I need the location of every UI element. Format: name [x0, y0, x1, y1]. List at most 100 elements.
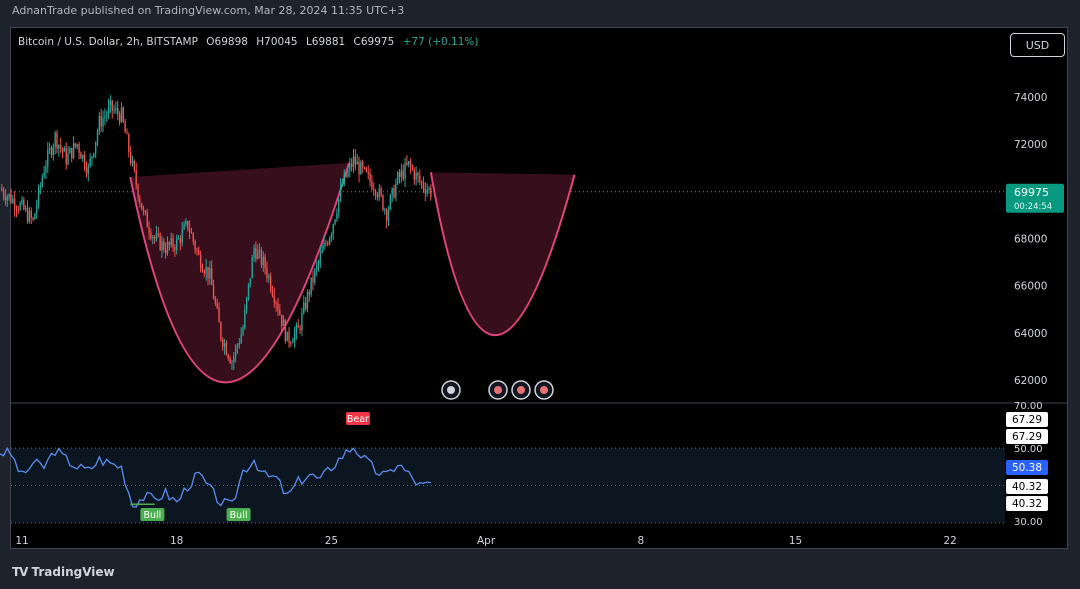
- candle-body: [17, 209, 20, 211]
- candle-body: [58, 144, 60, 149]
- time-tick-label: 11: [15, 535, 28, 547]
- candle-body: [332, 224, 334, 235]
- candle-body: [245, 297, 248, 311]
- candle-body: [37, 187, 40, 206]
- candle-body: [28, 210, 31, 222]
- handle-curve: [429, 172, 576, 336]
- candle-body: [273, 295, 276, 303]
- candle-body: [277, 303, 279, 311]
- candle-body: [393, 188, 395, 198]
- rsi-signal-label: Bear: [347, 414, 369, 425]
- rsi-signal-label: Bull: [230, 510, 248, 521]
- candle-body: [258, 249, 261, 251]
- candle-body: [328, 237, 331, 245]
- candle-body: [199, 254, 202, 269]
- candle-body: [56, 133, 58, 149]
- candle-body: [190, 232, 193, 234]
- candle-body: [304, 302, 307, 310]
- candle-body: [163, 240, 165, 250]
- candle-body: [124, 121, 126, 133]
- candle-body: [352, 156, 355, 167]
- candle-body: [398, 172, 401, 177]
- candle-body: [203, 271, 206, 274]
- price-tick-label: 64000: [1014, 328, 1047, 340]
- candle-body: [54, 133, 56, 147]
- candle-body: [373, 189, 375, 191]
- currency-button[interactable]: USD: [1010, 33, 1065, 57]
- candle-body: [282, 320, 285, 326]
- candle-body: [69, 147, 71, 154]
- event-flag-icon-core: [494, 386, 502, 394]
- cup-and-handle-pattern: [129, 162, 576, 384]
- candle-body: [207, 267, 209, 279]
- candle-body: [308, 292, 310, 295]
- tradingview-footer[interactable]: TV TradingView: [12, 565, 115, 579]
- candle-body: [385, 209, 388, 221]
- candle-body: [172, 237, 174, 248]
- candle-body: [249, 278, 252, 284]
- candle-body: [2, 190, 5, 197]
- candle-body: [205, 267, 207, 274]
- candle-body: [264, 256, 266, 269]
- candle-body: [306, 292, 309, 310]
- axis-layer: 62000 64000 66000 68000 72000 74000 11 18 25 Apr 8…: [15, 92, 1064, 547]
- candle-body: [104, 116, 106, 119]
- candle-body: [83, 154, 86, 168]
- candle-body: [347, 170, 349, 177]
- candle-body: [128, 134, 130, 153]
- candle-body: [142, 209, 145, 211]
- candle-body: [292, 341, 294, 344]
- candle-body: [360, 161, 362, 175]
- candle-body: [391, 188, 393, 196]
- legend-high: H70045: [256, 36, 298, 48]
- rsi-value-tag-text: 67.29: [1012, 414, 1042, 426]
- candle-body: [341, 184, 344, 186]
- candle-body: [153, 237, 156, 239]
- candle-body: [402, 170, 404, 179]
- candle-body: [176, 239, 178, 251]
- candle-body: [424, 188, 427, 194]
- candle-body: [317, 261, 320, 265]
- candle-body: [315, 264, 318, 270]
- candle-body: [210, 267, 213, 285]
- candle-body: [129, 152, 132, 164]
- candle-body: [397, 172, 399, 184]
- rsi-value-tag: [1006, 429, 1048, 444]
- candle-body: [6, 196, 8, 201]
- candle-body: [148, 227, 150, 233]
- candle-body: [413, 169, 415, 180]
- candle-body: [338, 198, 340, 214]
- candle-body: [389, 195, 392, 210]
- candle-body: [185, 220, 187, 225]
- candle-body: [74, 143, 77, 147]
- candle-body: [1, 188, 3, 191]
- candle-body: [212, 284, 215, 299]
- candle-body: [214, 298, 217, 304]
- candle-body: [384, 209, 386, 211]
- candle-body: [229, 358, 231, 364]
- candle-body: [345, 173, 347, 177]
- price-tick-label: 72000: [1014, 139, 1047, 151]
- candle-body: [336, 213, 338, 220]
- candle-body: [71, 147, 73, 158]
- candle-body: [339, 185, 342, 199]
- candle-body: [15, 208, 18, 210]
- current-price-tag: [1006, 183, 1064, 213]
- candle-body: [76, 144, 78, 147]
- candle-body: [133, 160, 136, 171]
- candle-body: [234, 347, 237, 357]
- legend-symbol: Bitcoin / U.S. Dollar, 2h, BITSTAMP: [18, 36, 198, 48]
- time-tick-label: 8: [637, 535, 644, 547]
- candle-body: [150, 232, 152, 239]
- event-icons: [441, 380, 554, 400]
- rsi-value-tag: [1006, 496, 1048, 511]
- candle-body: [376, 194, 379, 198]
- candle-body: [59, 144, 62, 149]
- candle-body: [288, 331, 290, 343]
- candle-body: [400, 170, 403, 177]
- candle-body: [334, 219, 336, 225]
- candle-body: [82, 154, 84, 159]
- candle-body: [157, 233, 159, 235]
- event-lightning-icon-core: [447, 386, 455, 394]
